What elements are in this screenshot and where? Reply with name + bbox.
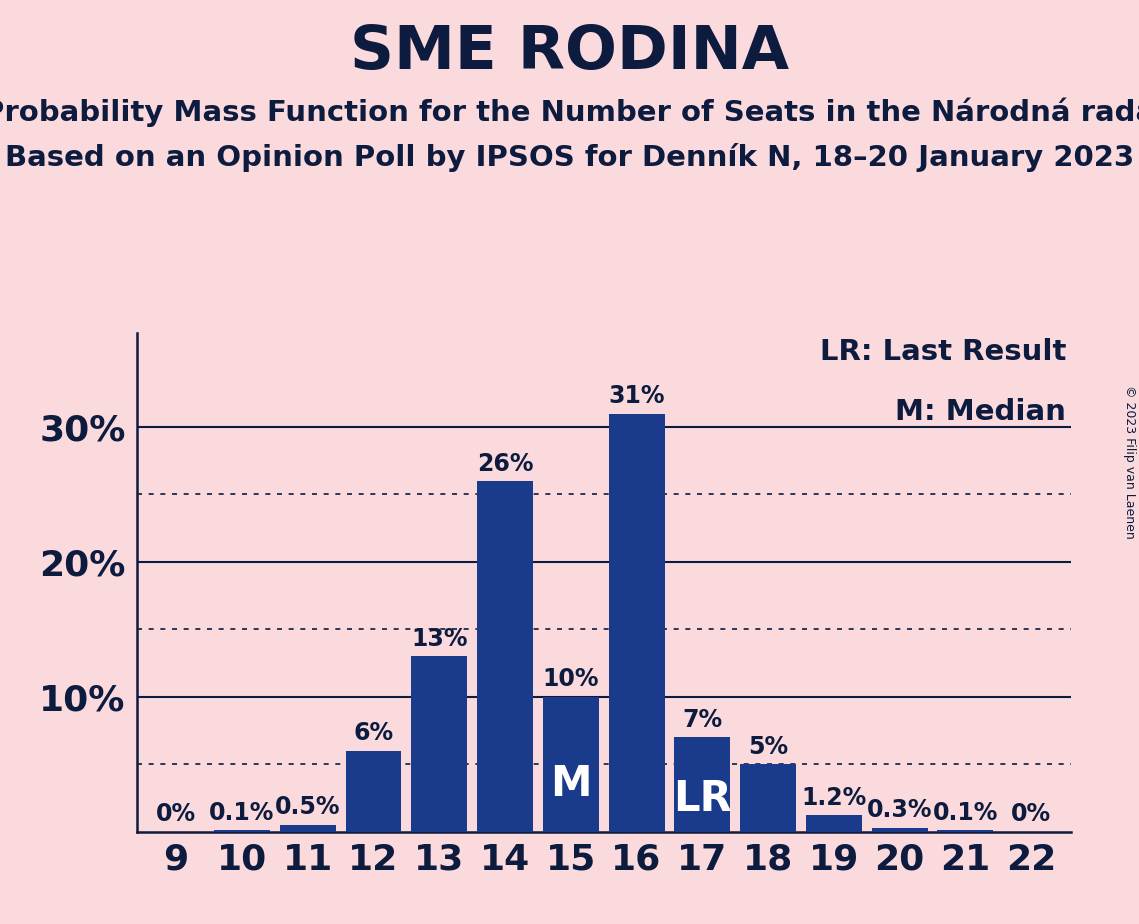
Bar <box>740 764 796 832</box>
Text: 5%: 5% <box>748 735 788 759</box>
Bar <box>543 697 599 832</box>
Text: Based on an Opinion Poll by IPSOS for Denník N, 18–20 January 2023: Based on an Opinion Poll by IPSOS for De… <box>5 143 1134 172</box>
Text: 7%: 7% <box>682 708 722 732</box>
Text: 0.5%: 0.5% <box>274 796 341 820</box>
Bar <box>871 828 927 832</box>
Bar <box>477 481 533 832</box>
Text: 10%: 10% <box>542 667 599 691</box>
Bar <box>937 831 993 832</box>
Bar <box>280 825 336 832</box>
Text: 31%: 31% <box>608 384 665 408</box>
Text: 13%: 13% <box>411 626 467 650</box>
Text: LR: Last Result: LR: Last Result <box>820 337 1066 366</box>
Text: 26%: 26% <box>477 452 533 476</box>
Bar <box>345 750 401 832</box>
Text: 0.3%: 0.3% <box>867 798 933 822</box>
Text: SME RODINA: SME RODINA <box>350 23 789 82</box>
Bar <box>214 831 270 832</box>
Text: 6%: 6% <box>353 722 394 746</box>
Text: 0%: 0% <box>1011 802 1051 826</box>
Bar <box>608 414 664 832</box>
Text: 1.2%: 1.2% <box>801 786 867 810</box>
Text: 0.1%: 0.1% <box>210 801 274 825</box>
Bar <box>674 737 730 832</box>
Text: 0%: 0% <box>156 802 196 826</box>
Text: 0.1%: 0.1% <box>933 801 998 825</box>
Bar <box>806 815 862 832</box>
Text: © 2023 Filip van Laenen: © 2023 Filip van Laenen <box>1123 385 1136 539</box>
Text: Probability Mass Function for the Number of Seats in the Národná rada: Probability Mass Function for the Number… <box>0 97 1139 127</box>
Text: M: Median: M: Median <box>895 397 1066 426</box>
Text: LR: LR <box>673 778 731 820</box>
Bar <box>411 656 467 832</box>
Text: M: M <box>550 763 591 806</box>
